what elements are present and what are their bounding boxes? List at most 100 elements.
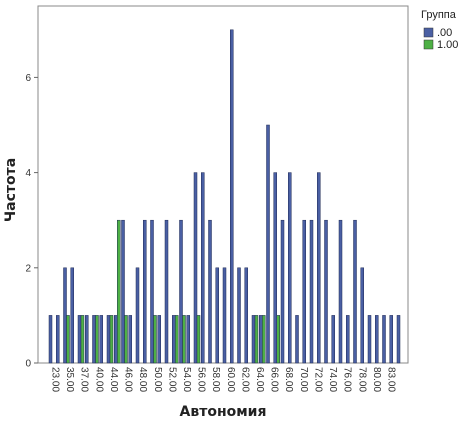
- bar-group-00-69: [295, 315, 299, 364]
- bar-group-100-49: [153, 315, 157, 364]
- x-tick-label: 76.00: [342, 367, 353, 392]
- y-tick-label: 2: [25, 263, 31, 274]
- bar-group-00-36: [70, 267, 74, 364]
- x-tick-label: 74.00: [327, 367, 338, 392]
- bar-group-00-62: [244, 267, 248, 364]
- x-axis-ticks: 23.00 35.00 37.00 40.00 44.00 46.00 48.00 50.00…: [50, 367, 397, 392]
- bar-group-00-56: [201, 172, 205, 364]
- bar-group-00-51: [164, 219, 169, 364]
- bar-group-00-76: [346, 315, 350, 364]
- bar-group-00-45: [121, 219, 125, 364]
- bar-group-00-54: [186, 315, 190, 364]
- legend-swatch-1: [423, 39, 434, 50]
- bar-group-00-63: [251, 315, 256, 364]
- bar-group-00-53: [179, 219, 183, 364]
- bar-group-100-55: [196, 315, 201, 364]
- bar-group-00-47: [135, 267, 140, 364]
- bar-group-00-50: [157, 315, 161, 364]
- bar-group-100-64: [262, 315, 266, 364]
- x-tick-label: 52.00: [166, 367, 177, 392]
- x-tick-label: 23.00: [50, 367, 61, 392]
- bar-group-00-72: [317, 172, 321, 364]
- x-tick-label: 60.00: [225, 367, 236, 392]
- bar-group-00-83: [396, 315, 401, 364]
- y-tick-label: 6: [25, 73, 31, 84]
- bar-group-00-78: [360, 267, 364, 364]
- legend: Группа .00 1.00: [421, 9, 458, 51]
- bar-group-00-68: [288, 172, 292, 364]
- bar-group-100-35: [66, 315, 70, 364]
- x-tick-label: 80.00: [371, 367, 382, 392]
- x-tick-label: 78.00: [356, 367, 367, 392]
- legend-swatch-0: [423, 27, 434, 38]
- bar-group-100-52: [175, 315, 179, 364]
- bar-group-00-70: [302, 219, 306, 364]
- bar-group-00-55: [193, 172, 198, 364]
- y-tick-label: 4: [25, 168, 31, 179]
- legend-label-0: .00: [437, 27, 452, 39]
- bar-group-00-82: [389, 315, 393, 364]
- bar-group-00-35: [63, 267, 67, 364]
- x-tick-label: 44.00: [108, 367, 119, 392]
- bar-group-00-74: [331, 315, 335, 364]
- y-axis-ticks: 0 2 4 6: [25, 73, 38, 370]
- bar-group-00-81: [382, 315, 386, 364]
- y-axis-title: Частота: [3, 158, 19, 222]
- bar-group-00-61: [237, 267, 241, 364]
- bars: [48, 29, 401, 364]
- bar-group-00-64: [259, 315, 263, 364]
- bar-group-100-45: [124, 315, 128, 364]
- bar-group-00-23: [48, 315, 53, 364]
- bar-group-00-46: [128, 315, 132, 364]
- x-tick-label: 48.00: [137, 367, 148, 392]
- bar-group-00-38: [85, 315, 89, 364]
- bar-group-00-57: [208, 219, 212, 364]
- x-tick-label: 46.00: [123, 367, 134, 392]
- bar-group-00-52: [172, 315, 176, 364]
- bar-group-100-44: [117, 219, 121, 364]
- bar-group-100-66: [276, 315, 280, 364]
- bar-group-100-43: [109, 315, 114, 364]
- bar-group-00-34: [56, 315, 60, 364]
- bar-group-00-66: [273, 172, 277, 364]
- bar-group-00-42: [99, 315, 103, 364]
- x-tick-label: 35.00: [64, 367, 75, 392]
- x-tick-label: 37.00: [79, 367, 90, 392]
- x-tick-label: 83.00: [386, 367, 397, 392]
- x-tick-label: 58.00: [210, 367, 221, 392]
- bar-group-100-53: [182, 315, 186, 364]
- x-axis-title: Автономия: [180, 404, 267, 420]
- x-tick-label: 68.00: [283, 367, 294, 392]
- x-tick-label: 72.00: [312, 367, 323, 392]
- bar-group-00-48: [143, 219, 147, 364]
- bar-group-00-67: [280, 219, 285, 364]
- bar-group-00-37: [77, 315, 82, 364]
- bar-group-00-44: [114, 315, 118, 364]
- x-tick-label: 64.00: [254, 367, 265, 392]
- x-tick-label: 66.00: [269, 367, 280, 392]
- bar-group-00-77: [353, 219, 357, 364]
- bar-group-00-58: [215, 267, 219, 364]
- bar-group-00-59: [222, 267, 227, 364]
- bar-group-00-65: [266, 124, 270, 364]
- x-tick-label: 50.00: [152, 367, 163, 392]
- x-tick-label: 70.00: [298, 367, 309, 392]
- y-tick-label: 0: [25, 359, 31, 370]
- bar-group-00-73: [324, 219, 328, 364]
- bar-group-00-80: [375, 315, 379, 364]
- x-tick-label: 56.00: [196, 367, 207, 392]
- x-tick-label: 62.00: [239, 367, 250, 392]
- bar-group-100-37: [80, 315, 85, 364]
- bar-group-00-43: [106, 315, 111, 364]
- bar-group-00-49: [150, 219, 154, 364]
- bar-group-00-40: [92, 315, 96, 364]
- x-tick-label: 40.00: [93, 367, 104, 392]
- legend-label-1: 1.00: [437, 39, 458, 51]
- bar-group-00-79: [367, 315, 372, 364]
- bar-group-00-60: [230, 29, 234, 364]
- bar-group-00-75: [338, 219, 343, 364]
- bar-group-100-63: [254, 315, 259, 364]
- bar-group-100-40: [95, 315, 99, 364]
- bar-group-00-71: [309, 219, 314, 364]
